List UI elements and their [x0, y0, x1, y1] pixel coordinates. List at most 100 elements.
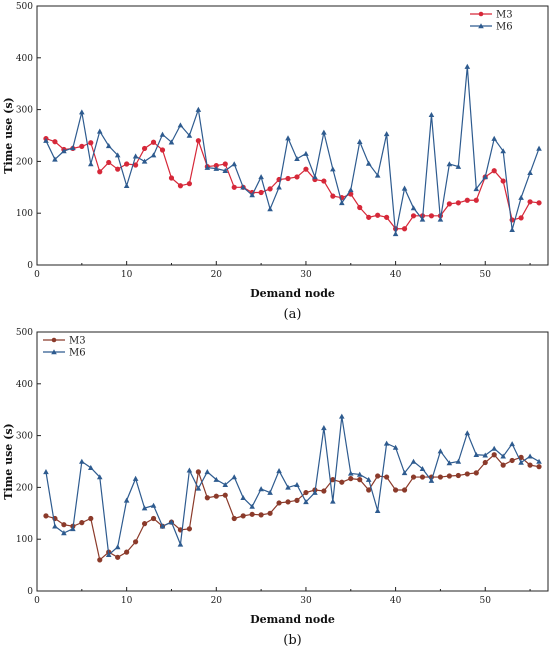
data-point	[195, 469, 201, 475]
data-point	[347, 470, 354, 476]
data-point	[231, 515, 237, 522]
y-tick-label: 0	[27, 587, 33, 597]
data-point	[384, 214, 390, 220]
data-point	[339, 413, 345, 419]
data-point	[132, 475, 139, 481]
y-tick-label: 400	[16, 380, 33, 390]
data-point	[204, 164, 211, 170]
data-point	[240, 513, 246, 519]
data-point	[455, 458, 462, 464]
data-point	[491, 135, 498, 141]
data-point	[267, 186, 273, 192]
data-point	[249, 503, 255, 509]
data-point	[276, 184, 282, 190]
data-point	[356, 138, 363, 144]
data-point	[79, 143, 85, 149]
data-point	[464, 197, 470, 203]
data-point	[285, 484, 291, 490]
data-point	[509, 441, 515, 447]
data-point	[168, 175, 175, 181]
data-point	[168, 139, 175, 145]
data-point	[258, 189, 264, 196]
data-point	[455, 200, 461, 206]
legend-marker	[51, 349, 57, 355]
data-point	[482, 459, 488, 466]
data-point	[97, 557, 103, 563]
data-point	[455, 163, 462, 169]
series-line	[45, 453, 540, 562]
data-point	[410, 474, 417, 480]
data-point	[294, 497, 300, 503]
data-point	[330, 498, 336, 504]
data-point	[177, 122, 184, 128]
x-tick-label: 30	[300, 270, 312, 280]
data-point	[321, 129, 327, 135]
data-point	[97, 169, 103, 175]
data-point	[168, 519, 175, 525]
data-point	[159, 131, 166, 137]
data-point	[347, 187, 354, 193]
data-point	[536, 200, 542, 206]
data-point	[410, 458, 417, 464]
data-point	[124, 161, 130, 167]
data-point	[303, 166, 309, 172]
data-point	[159, 147, 166, 153]
y-tick-label: 200	[16, 483, 33, 493]
data-point	[527, 462, 533, 468]
data-point	[43, 137, 49, 143]
data-point	[374, 507, 381, 513]
data-point	[473, 451, 480, 458]
y-axis-title: Time use (s)	[2, 423, 15, 499]
data-point	[339, 200, 345, 206]
series-line	[45, 416, 540, 556]
data-point	[186, 526, 193, 532]
data-point	[410, 213, 417, 219]
data-point	[177, 183, 184, 189]
data-point	[114, 152, 121, 158]
data-point	[321, 425, 327, 431]
data-point	[61, 148, 67, 154]
data-point	[240, 494, 246, 500]
data-point	[240, 184, 246, 190]
data-point	[392, 487, 399, 493]
data-point	[285, 135, 291, 141]
data-point	[150, 515, 157, 522]
data-point	[115, 554, 121, 560]
x-tick-label: 40	[390, 596, 402, 606]
data-point	[123, 182, 130, 188]
data-point	[464, 471, 470, 477]
data-point	[150, 502, 157, 508]
data-point	[231, 184, 237, 190]
data-point	[330, 166, 336, 172]
data-point	[141, 521, 148, 527]
x-axis-title: Demand node	[250, 287, 335, 300]
data-point	[88, 515, 94, 522]
x-tick-label: 10	[121, 596, 133, 606]
data-point	[267, 206, 273, 212]
y-tick-label: 400	[16, 54, 33, 64]
data-point	[222, 492, 228, 498]
data-point	[437, 448, 444, 454]
data-point	[401, 470, 408, 476]
y-tick-label: 500	[16, 328, 33, 338]
data-point	[527, 199, 533, 205]
panel-label: (a)	[284, 307, 302, 322]
data-point	[482, 452, 489, 458]
x-tick-label: 50	[480, 596, 492, 606]
series-line	[45, 138, 540, 230]
data-point	[473, 186, 480, 192]
series-line	[45, 66, 540, 235]
data-point	[518, 215, 524, 221]
data-point	[446, 473, 452, 479]
legend-marker	[478, 11, 484, 17]
data-point	[195, 485, 202, 491]
data-point	[186, 132, 193, 138]
data-point	[105, 551, 112, 557]
data-point	[401, 226, 408, 232]
data-point	[79, 520, 85, 526]
data-point	[186, 181, 193, 187]
data-point	[518, 194, 524, 200]
